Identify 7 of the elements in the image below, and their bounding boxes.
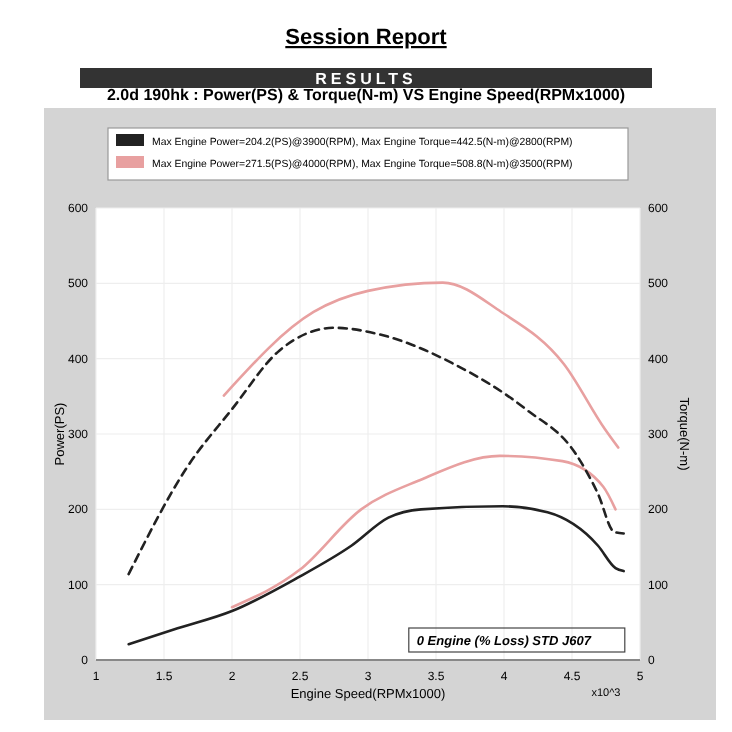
chart-title: 2.0d 190hk : Power(PS) & Torque(N-m) VS Engine Speed(RPMx1000) — [106, 86, 626, 104]
line-series — [127, 505, 625, 646]
text: RESULTS — [315, 70, 417, 88]
text: Session Report — [285, 26, 448, 50]
line-series — [127, 326, 625, 576]
line-series — [222, 281, 620, 449]
line-series — [230, 454, 617, 609]
